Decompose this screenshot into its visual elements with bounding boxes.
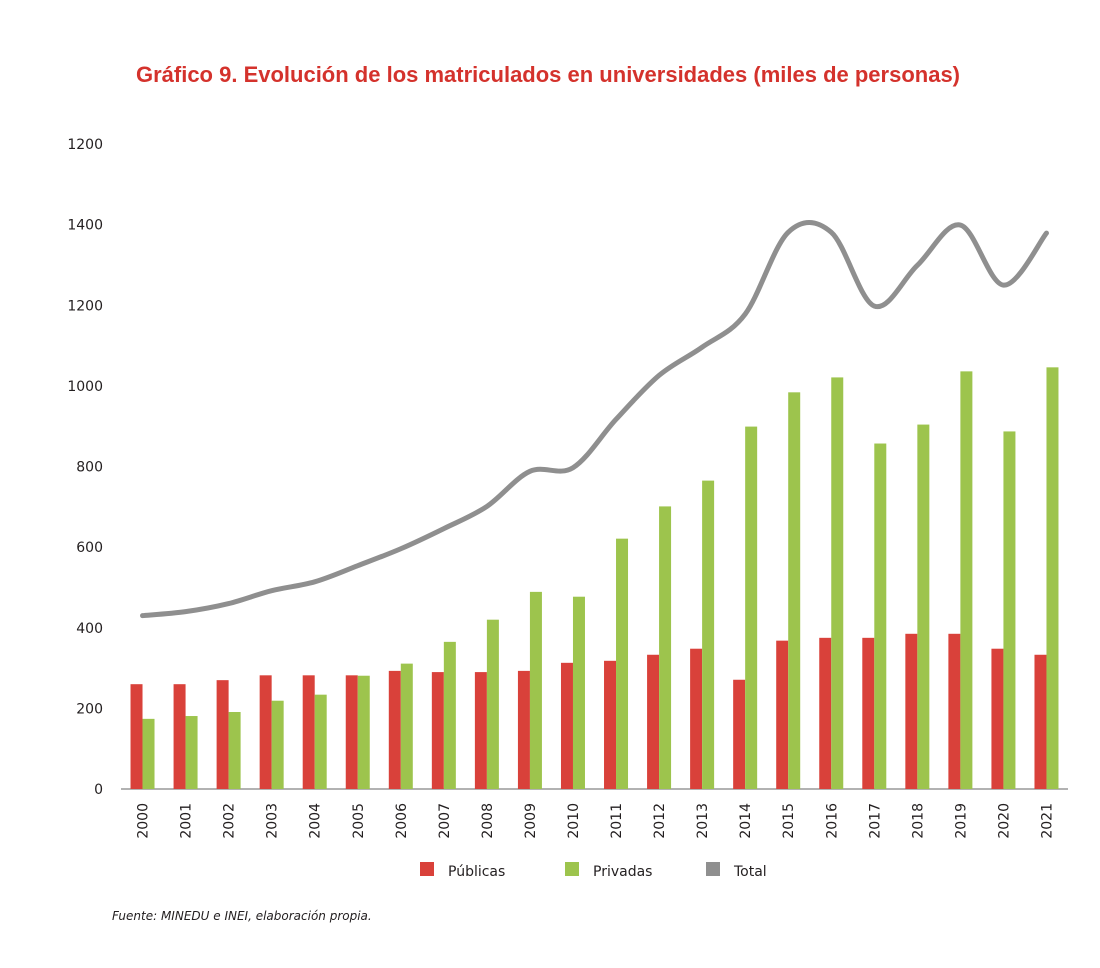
bar [1046, 367, 1059, 789]
x-tick-label: 2007 [437, 803, 453, 839]
x-tick-label: 2016 [824, 803, 840, 839]
bar [690, 648, 703, 789]
y-tick-label: 1200 [67, 137, 103, 153]
x-tick-label: 2012 [652, 803, 668, 839]
bar [400, 663, 413, 789]
x-tick-label: 2021 [1039, 803, 1055, 839]
bar [302, 675, 315, 789]
bar [776, 640, 789, 789]
legend-swatch [706, 862, 720, 876]
bar [874, 443, 887, 789]
bar [443, 641, 456, 789]
bar [228, 712, 241, 789]
legend-swatch [565, 862, 579, 876]
bar [960, 371, 973, 789]
bar [185, 716, 198, 789]
legend-label: Privadas [593, 864, 652, 880]
x-tick-label: 2002 [222, 803, 238, 839]
x-tick-label: 2013 [695, 803, 711, 839]
x-tick-label: 2003 [265, 803, 281, 839]
y-tick-label: 0 [94, 782, 103, 798]
bar [659, 506, 672, 789]
legend-label: Públicas [448, 864, 505, 880]
x-tick-label: 2006 [394, 803, 410, 839]
bar [572, 596, 585, 789]
bar [862, 637, 875, 789]
x-tick-label: 2020 [996, 803, 1012, 839]
x-tick-label: 2008 [480, 803, 496, 839]
x-tick-label: 2018 [910, 803, 926, 839]
bar [745, 426, 758, 789]
y-tick-label: 800 [76, 460, 103, 476]
bar [788, 392, 801, 789]
y-tick-label: 1000 [67, 379, 103, 395]
x-tick-label: 2004 [308, 803, 324, 839]
bar [259, 675, 272, 789]
x-tick-label: 2000 [136, 803, 152, 839]
bar [733, 679, 746, 789]
y-tick-label: 600 [76, 540, 103, 556]
bar [271, 700, 284, 789]
bar [991, 648, 1004, 789]
y-tick-label: 200 [76, 701, 103, 717]
bar [486, 619, 499, 789]
chart-title: Gráfico 9. Evolución de los matriculados… [136, 62, 960, 87]
bar [1003, 431, 1016, 789]
bar [142, 718, 155, 789]
bar [357, 675, 370, 789]
line [140, 220, 1049, 619]
bar [616, 538, 629, 789]
bar [431, 672, 444, 789]
bar [702, 480, 715, 789]
bar [831, 377, 844, 789]
bar [314, 694, 327, 789]
x-tick-label: 2011 [609, 803, 625, 839]
bar [917, 424, 930, 789]
legend-label: Total [733, 864, 767, 880]
bar [388, 670, 401, 789]
bar [216, 680, 229, 789]
bar [173, 684, 186, 789]
x-tick-label: 2001 [179, 803, 195, 839]
x-tick-label: 2019 [953, 803, 969, 839]
y-tick-label: 400 [76, 621, 103, 637]
bar [819, 637, 832, 789]
bar [560, 662, 573, 789]
source-note: Fuente: MINEDU e INEI, elaboración propi… [112, 909, 372, 923]
x-tick-label: 2009 [523, 803, 539, 839]
bar [130, 684, 143, 789]
x-tick-label: 2015 [781, 803, 797, 839]
bar [474, 672, 487, 789]
bar [345, 675, 358, 789]
bar [948, 633, 961, 789]
bar [1034, 654, 1047, 789]
bar [647, 654, 660, 789]
bar [517, 670, 530, 789]
x-tick-label: 2005 [351, 803, 367, 839]
legend-swatch [420, 862, 434, 876]
x-tick-label: 2010 [566, 803, 582, 839]
x-tick-label: 2017 [867, 803, 883, 839]
bar [604, 660, 617, 789]
bar [529, 591, 542, 789]
x-tick-label: 2014 [738, 803, 754, 839]
y-tick-label: 1200 [67, 298, 103, 314]
bar [905, 633, 918, 789]
y-tick-label: 1400 [67, 218, 103, 234]
